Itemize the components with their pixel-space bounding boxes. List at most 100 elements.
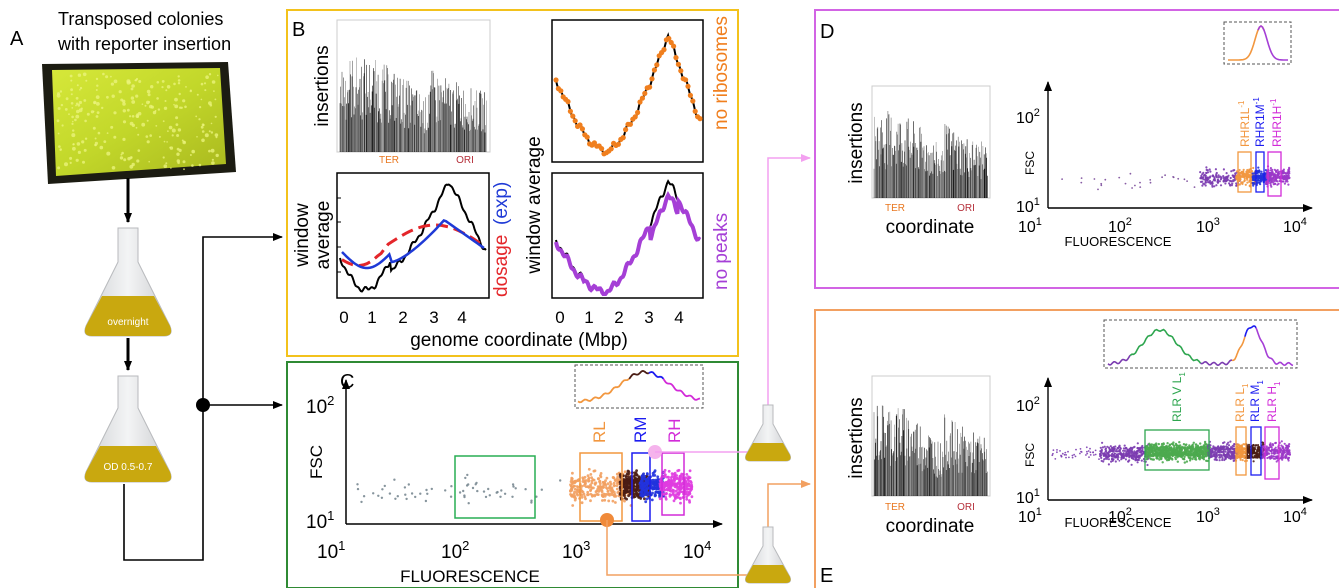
cell-point: [1247, 171, 1250, 174]
colony: [155, 125, 158, 127]
cell-point: [1204, 181, 1207, 184]
colony: [166, 85, 171, 89]
cell-point: [1231, 182, 1234, 185]
cell-point: [1149, 181, 1152, 184]
cell-point: [1173, 446, 1176, 450]
cell-point: [1239, 451, 1242, 454]
cell-point: [1201, 453, 1205, 456]
colony: [113, 79, 118, 84]
cell-point: [690, 487, 694, 491]
cell-point: [1194, 454, 1197, 457]
cell-point: [1161, 176, 1163, 179]
cell-point: [685, 473, 689, 476]
colony: [196, 136, 198, 138]
colony: [147, 93, 151, 97]
cell-point: [1073, 453, 1075, 456]
cell-point: [1175, 446, 1179, 449]
colony: [70, 102, 74, 105]
cell-point: [396, 495, 399, 498]
d-xtick: 101: [1018, 216, 1042, 236]
colony: [149, 104, 153, 109]
cell-point: [1202, 458, 1206, 461]
colony: [167, 130, 169, 133]
cell-point: [689, 480, 692, 483]
colony: [97, 131, 101, 135]
colony: [72, 129, 75, 132]
cell-point: [1201, 180, 1204, 183]
cell-point: [1125, 452, 1128, 455]
cell-point: [688, 491, 691, 495]
cell-point: [1226, 452, 1229, 455]
cell-point: [1133, 450, 1136, 453]
cell-point: [632, 482, 636, 486]
distribution-segment: [1244, 325, 1257, 337]
colony: [146, 140, 150, 144]
cell-point: [1100, 450, 1103, 453]
cell-point: [1061, 178, 1063, 181]
cell-point: [633, 471, 637, 475]
cell-point: [1174, 457, 1178, 461]
cell-point: [658, 485, 662, 489]
cell-point: [1223, 458, 1226, 462]
cell-point: [1064, 451, 1067, 454]
cell-point: [356, 487, 360, 491]
panel-b-border: [286, 9, 739, 357]
colony: [120, 98, 124, 102]
colony: [208, 73, 212, 76]
cell-point: [1128, 447, 1131, 450]
e-ter-label: TER: [885, 502, 905, 513]
cell-point: [1145, 452, 1148, 456]
cell-point: [388, 492, 392, 495]
cell-point: [1209, 448, 1212, 451]
cell-point: [1172, 176, 1175, 179]
cell-point: [360, 500, 363, 504]
c-xtick: 103: [562, 538, 590, 563]
colony: [127, 157, 131, 161]
cell-point: [624, 480, 627, 484]
cell-point: [1129, 449, 1133, 452]
cell-point: [362, 495, 366, 498]
cell-point: [1136, 461, 1139, 464]
cell-point: [685, 487, 688, 491]
cell-point: [1283, 451, 1286, 454]
colony: [129, 115, 132, 118]
colony: [210, 122, 213, 125]
colony: [105, 75, 109, 79]
cell-point: [1206, 459, 1209, 463]
cell-point: [1224, 457, 1227, 460]
cell-point: [1199, 445, 1203, 449]
cell-point: [1232, 457, 1235, 460]
cell-point: [1247, 443, 1251, 446]
ribosome-point: [599, 146, 605, 152]
cell-point: [1281, 171, 1284, 174]
d-xtick: 104: [1283, 216, 1307, 236]
cell-point: [1166, 442, 1169, 445]
colony: [176, 152, 180, 156]
cell-point: [393, 478, 396, 481]
cell-point: [414, 495, 417, 499]
cell-point: [602, 481, 606, 485]
colony: [59, 90, 63, 93]
cell-point: [1158, 458, 1161, 461]
d-gate-high: [1267, 151, 1282, 197]
cell-point: [581, 477, 585, 481]
colony: [195, 115, 198, 118]
connector-junction: [196, 398, 210, 412]
colony: [70, 93, 73, 96]
b-no-ribosomes-frame: [551, 19, 704, 163]
b-no-peaks-frame: [551, 172, 704, 299]
colony: [71, 133, 76, 138]
colony: [64, 162, 68, 167]
cell-point: [1199, 447, 1202, 451]
colony: [213, 90, 215, 92]
cell-point: [589, 483, 592, 487]
cell-point: [1277, 175, 1281, 178]
ribosome-point: [675, 61, 682, 67]
cell-point: [1279, 451, 1282, 454]
b-average-label: average: [313, 201, 334, 270]
c-gate-rh: [661, 452, 685, 516]
cell-point: [1202, 447, 1206, 450]
cell-point: [1086, 452, 1089, 455]
c-gate-rm-label: RM: [631, 417, 650, 443]
cell-point: [589, 492, 593, 496]
